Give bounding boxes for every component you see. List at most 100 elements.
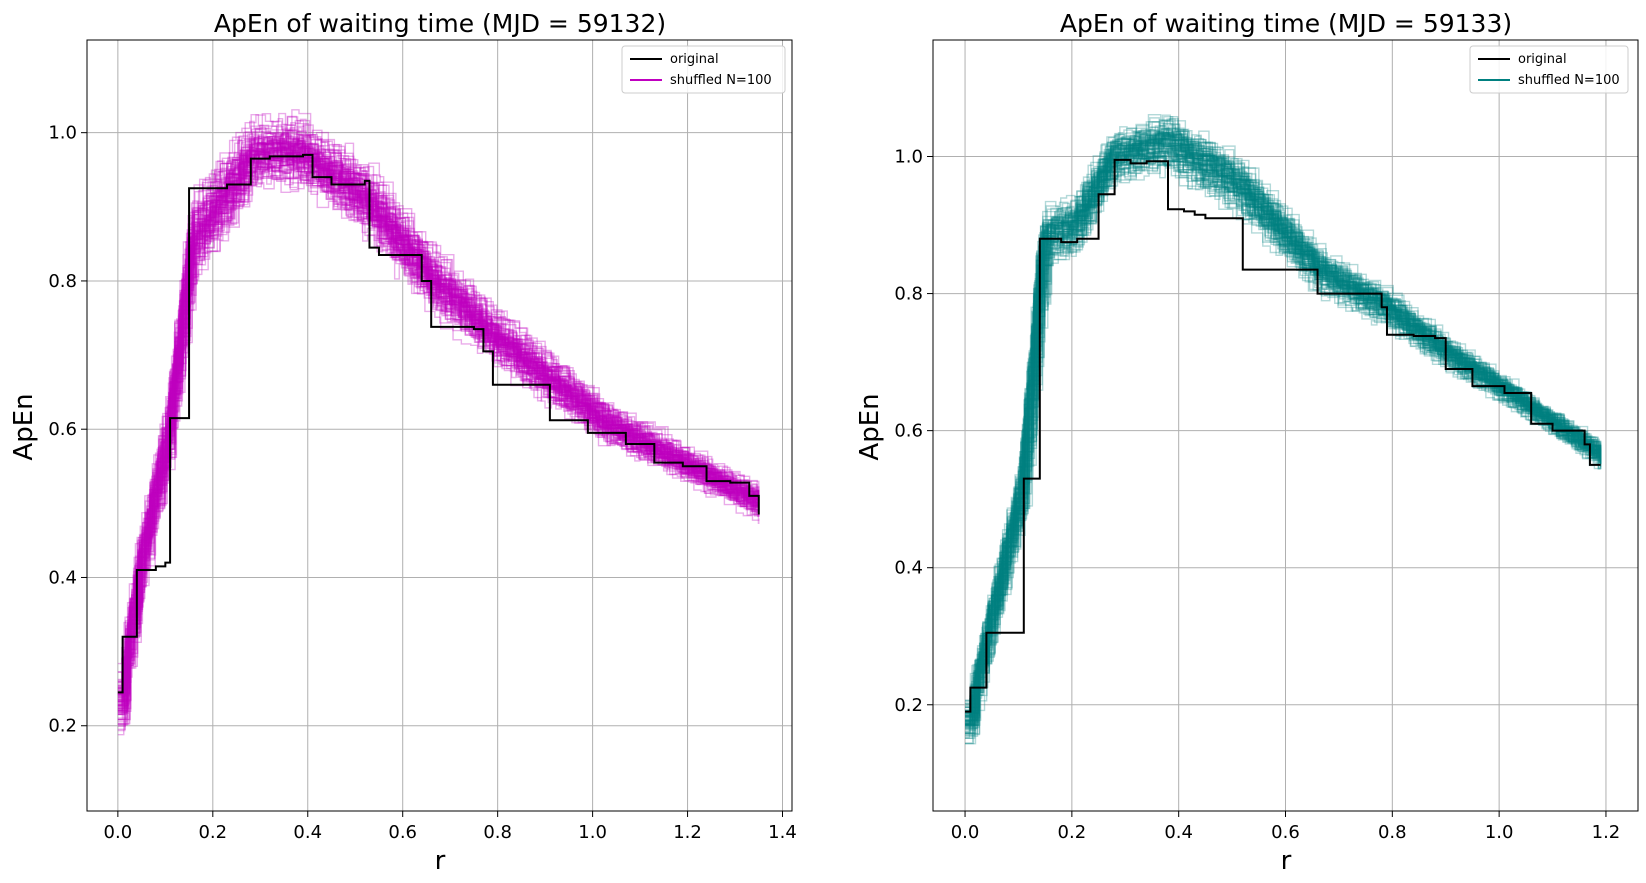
shuffled-line bbox=[117, 150, 760, 706]
shuffled-line bbox=[965, 133, 1602, 714]
shuffled-line bbox=[965, 128, 1602, 716]
x-tick-label: 1.2 bbox=[1592, 822, 1621, 843]
legend-box bbox=[1469, 45, 1629, 94]
shuffled-line bbox=[117, 146, 760, 698]
shuffled-line bbox=[117, 139, 760, 694]
shuffled-line bbox=[117, 134, 760, 690]
y-tick-label: 0.4 bbox=[894, 558, 923, 579]
shuffled-line bbox=[117, 147, 760, 696]
shuffled-line bbox=[965, 127, 1602, 714]
shuffled-line bbox=[965, 137, 1602, 715]
shuffled-line bbox=[117, 134, 760, 692]
shuffled-line bbox=[117, 147, 760, 715]
shuffled-line bbox=[965, 135, 1602, 726]
original-line bbox=[117, 153, 760, 694]
y-tick-label: 0.6 bbox=[894, 421, 923, 442]
shuffled-line bbox=[117, 153, 760, 710]
shuffled-line bbox=[965, 148, 1602, 730]
x-tick-label: 0.2 bbox=[198, 822, 227, 843]
shuffled-line bbox=[965, 127, 1602, 712]
shuffled-line bbox=[117, 157, 760, 716]
shuffled-line bbox=[965, 160, 1602, 737]
shuffled-line bbox=[965, 130, 1602, 717]
x-tick-label: 0.4 bbox=[1164, 822, 1193, 843]
shuffled-line bbox=[117, 133, 760, 701]
y-axis: 0.2 0.4 0.6 0.8 1.0 bbox=[48, 123, 87, 737]
shuffled-line bbox=[965, 158, 1602, 740]
shuffled-series bbox=[117, 109, 760, 736]
shuffled-line bbox=[965, 123, 1602, 707]
shuffled-line bbox=[965, 137, 1602, 722]
shuffled-line bbox=[965, 145, 1602, 726]
shuffled-line bbox=[117, 142, 760, 713]
legend-box bbox=[621, 45, 786, 94]
shuffled-line bbox=[965, 133, 1602, 717]
y-axis: 0.2 0.4 0.6 0.8 1.0 bbox=[894, 147, 933, 716]
chart-title: ApEn of waiting time (MJD = 59132) bbox=[214, 9, 666, 38]
shuffled-line bbox=[965, 129, 1602, 715]
shuffled-line bbox=[965, 152, 1602, 724]
shuffled-line bbox=[117, 157, 760, 723]
shuffled-line bbox=[117, 112, 760, 674]
shuffled-line bbox=[965, 132, 1602, 722]
shuffled-line bbox=[117, 149, 760, 721]
shuffled-line bbox=[117, 147, 760, 703]
shuffled-line bbox=[117, 142, 760, 686]
shuffled-line bbox=[117, 146, 760, 706]
chart-right: ApEn of waiting time (MJD = 59133) 0.0 0.… bbox=[855, 9, 1639, 876]
shuffled-line bbox=[965, 164, 1602, 744]
shuffled-line bbox=[965, 149, 1602, 739]
shuffled-line bbox=[965, 156, 1602, 745]
y-tick-label: 0.6 bbox=[48, 419, 77, 440]
shuffled-line bbox=[117, 160, 760, 727]
shuffled-line bbox=[965, 132, 1602, 719]
shuffled-line bbox=[117, 150, 760, 713]
shuffled-line bbox=[965, 118, 1602, 704]
shuffled-line bbox=[117, 138, 760, 689]
shuffled-line bbox=[117, 166, 760, 731]
shuffled-line bbox=[965, 120, 1602, 713]
original-series bbox=[117, 153, 760, 694]
shuffled-line bbox=[117, 144, 760, 706]
shuffled-line bbox=[965, 118, 1602, 702]
shuffled-line bbox=[117, 140, 760, 691]
y-axis-label: ApEn bbox=[9, 393, 39, 460]
shuffled-line bbox=[117, 126, 760, 683]
shuffled-line bbox=[117, 137, 760, 709]
shuffled-line bbox=[965, 154, 1602, 735]
shuffled-line bbox=[117, 159, 760, 710]
shuffled-line bbox=[117, 123, 760, 690]
legend: original shuffled N=100 bbox=[1469, 45, 1629, 94]
shuffled-line bbox=[965, 134, 1602, 728]
shuffled-line bbox=[965, 114, 1602, 705]
shuffled-line bbox=[965, 134, 1602, 722]
shuffled-line bbox=[117, 140, 760, 693]
shuffled-line bbox=[117, 136, 760, 701]
shuffled-line bbox=[965, 116, 1602, 703]
x-tick-label: 0.6 bbox=[388, 822, 417, 843]
shuffled-line bbox=[965, 133, 1602, 725]
shuffled-line bbox=[117, 133, 760, 689]
shuffled-line bbox=[117, 146, 760, 706]
shuffled-line bbox=[117, 139, 760, 699]
shuffled-line bbox=[965, 134, 1602, 714]
x-tick-label: 1.0 bbox=[578, 822, 607, 843]
shuffled-line bbox=[117, 116, 760, 673]
shuffled-line bbox=[965, 148, 1602, 736]
shuffled-line bbox=[965, 154, 1602, 735]
y-tick-label: 0.4 bbox=[48, 567, 77, 588]
legend-label-shuffled: shuffled N=100 bbox=[670, 73, 772, 88]
shuffled-line bbox=[117, 125, 760, 683]
shuffled-line bbox=[965, 140, 1602, 722]
shuffled-line bbox=[965, 128, 1602, 712]
original-line bbox=[965, 158, 1601, 713]
shuffled-line bbox=[965, 133, 1602, 721]
shuffled-line bbox=[965, 122, 1602, 711]
x-axis: 0.0 0.2 0.4 0.6 0.8 1.0 1.2 1.4 bbox=[104, 811, 797, 843]
shuffled-line bbox=[965, 131, 1602, 722]
shuffled-line bbox=[965, 128, 1602, 715]
x-tick-label: 1.0 bbox=[1485, 822, 1514, 843]
shuffled-line bbox=[965, 143, 1602, 725]
shuffled-line bbox=[117, 129, 760, 698]
x-axis-label: r bbox=[435, 846, 446, 876]
